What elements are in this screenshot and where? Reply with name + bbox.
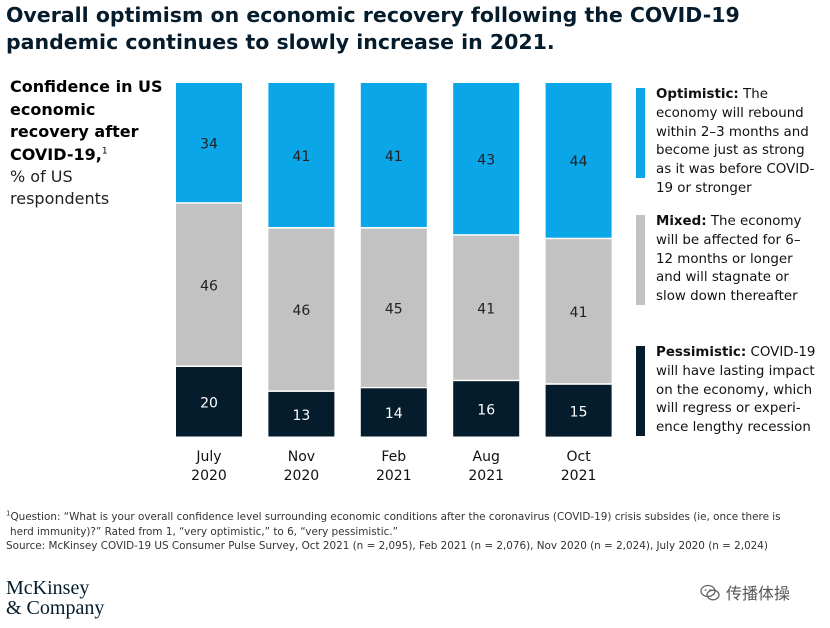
bar-pessimistic-0 <box>176 367 242 437</box>
question-footnote: 1Question: “What is your overall confide… <box>6 510 806 539</box>
legend-text-mixed: Mixed: The economy will be affected for … <box>656 213 816 307</box>
x-tick-label-2-0: Feb <box>381 449 406 465</box>
x-tick-label-0-0: July <box>195 449 221 465</box>
data-label-optimistic-3: 43 <box>477 152 495 168</box>
watermark-text: 传播体操 <box>726 584 791 603</box>
data-label-optimistic-0: 34 <box>200 136 218 152</box>
source-footnote: Source: McKinsey COVID-19 US Consumer Pu… <box>6 540 768 553</box>
legend-text-pessimistic: Pessimistic: COVID-19 will have lasting … <box>656 344 816 438</box>
bar-optimistic-3 <box>453 83 520 235</box>
bar-mixed-0 <box>176 203 242 366</box>
data-label-mixed-4: 41 <box>570 305 588 321</box>
chart-title: Overall optimism on economic recovery fo… <box>6 3 740 54</box>
footnotes: 1Question: “What is your overall confide… <box>6 510 806 554</box>
data-label-optimistic-1: 41 <box>292 149 310 165</box>
watermark: 传播体操 <box>700 580 790 604</box>
legend-label-mixed: Mixed: <box>656 214 707 229</box>
x-tick-label-2-1: 2021 <box>376 468 412 484</box>
data-label-mixed-2: 45 <box>385 301 403 317</box>
x-tick-label-4-0: Oct <box>566 449 591 465</box>
bar-pessimistic-1 <box>268 391 335 437</box>
legend-desc-optimistic: The economy will rebound within 2–3 mont… <box>656 87 815 196</box>
question-footnote-marker: 1 <box>6 509 11 518</box>
x-tick-label-3-0: Aug <box>473 449 500 465</box>
legend-swatch-pessimistic <box>636 346 645 436</box>
legend-desc-mixed: The economy will be affected for 6–12 mo… <box>656 214 802 305</box>
legend-desc-pessimistic: COVID-19 will have lasting impact on the… <box>656 345 816 436</box>
y-axis-label-text: Confidence in US economic recovery after… <box>10 77 163 164</box>
bar-pessimistic-3 <box>453 381 520 437</box>
logo-line2: & Company <box>6 597 105 619</box>
x-tick-label-1-0: Nov <box>288 449 315 465</box>
legend-label-pessimistic: Pessimistic: <box>656 345 747 360</box>
question-footnote-text: Question: “What is your overall confiden… <box>10 511 781 538</box>
bar-optimistic-4 <box>545 83 612 238</box>
wechat-icon <box>700 584 720 601</box>
bar-optimistic-0 <box>176 83 242 203</box>
bar-mixed-4 <box>545 239 612 384</box>
legend-text-optimistic: Optimistic: The economy will rebound wit… <box>656 86 816 199</box>
y-axis-unit: % of US respondents <box>10 167 110 208</box>
data-label-mixed-3: 41 <box>477 301 495 317</box>
footnote-marker: 1 <box>101 146 108 157</box>
data-label-pessimistic-4: 15 <box>570 404 588 420</box>
x-tick-label-4-1: 2021 <box>561 468 597 484</box>
data-label-mixed-1: 46 <box>292 303 310 319</box>
bar-pessimistic-2 <box>360 388 427 437</box>
y-axis-label: Confidence in US economic recovery after… <box>10 76 170 210</box>
bar-mixed-1 <box>268 228 335 391</box>
bar-pessimistic-4 <box>545 384 612 437</box>
x-tick-label-0-1: 2020 <box>191 468 227 484</box>
x-tick-label-3-1: 2021 <box>468 468 504 484</box>
bar-mixed-3 <box>453 235 520 380</box>
data-label-mixed-0: 46 <box>200 278 218 294</box>
bar-mixed-2 <box>360 228 427 387</box>
stacked-bar-chart: 20 46 34 July 2020 13 46 41 Nov 2020 14 45 41 Feb 2021… <box>176 83 612 484</box>
y-axis-label-main: Confidence in US economic recovery after… <box>10 76 170 166</box>
legend-swatch-mixed <box>636 215 645 305</box>
data-label-optimistic-2: 41 <box>385 149 403 165</box>
logo-line1: McKinsey <box>6 577 90 599</box>
data-label-pessimistic-0: 20 <box>200 396 218 412</box>
x-tick-label-1-1: 2020 <box>284 468 320 484</box>
data-label-pessimistic-3: 16 <box>477 403 495 419</box>
bar-optimistic-1 <box>268 83 335 227</box>
legend-label-optimistic: Optimistic: <box>656 87 739 102</box>
data-label-pessimistic-1: 13 <box>292 408 310 424</box>
data-label-optimistic-4: 44 <box>570 154 588 170</box>
legend-swatch-optimistic <box>636 88 645 178</box>
bar-optimistic-2 <box>360 83 427 227</box>
mckinsey-logo: McKinsey & Company <box>6 578 104 618</box>
data-label-pessimistic-2: 14 <box>385 406 403 422</box>
